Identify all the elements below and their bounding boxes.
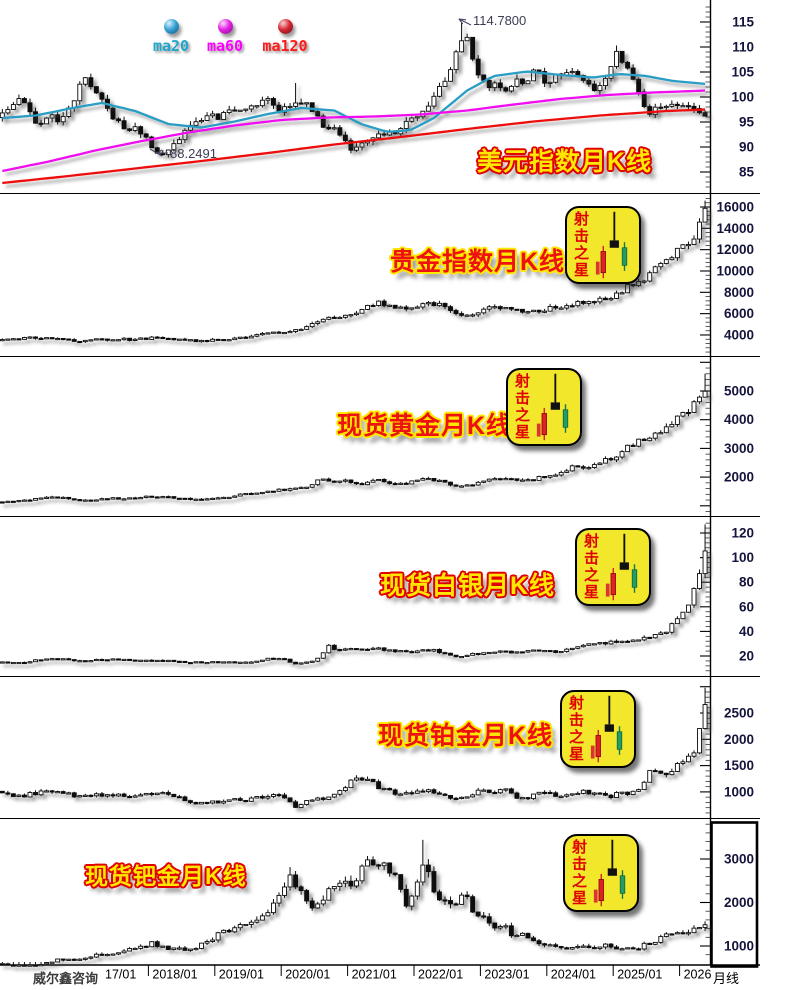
x-tick-label: 2022/01: [418, 968, 463, 982]
panel-4-y-axis: 120 100 80 60 40 20: [700, 522, 754, 672]
y-tick-label: 95: [739, 115, 755, 130]
shooting-star-candle-icon: [593, 839, 626, 907]
y-tick-label: 85: [739, 165, 755, 180]
panel-1-candles: [0, 23, 708, 158]
y-tick-label: 3000: [724, 852, 754, 867]
gold-title: 现货黄金月K线: [337, 412, 513, 440]
panel-6-y-axis: 3000 2000 1000: [700, 823, 754, 956]
trough-annotation-arrow: [149, 148, 168, 157]
x-tick-label: 2020/01: [285, 968, 330, 982]
y-tick-label: 60: [739, 599, 754, 614]
shooting-star-label: 射击之星: [572, 211, 589, 279]
axis-frame: [0, 0, 760, 966]
y-tick-label: 40: [739, 624, 754, 639]
ma60-line: [2, 89, 706, 173]
x-tick-label: 2024/01: [551, 968, 596, 982]
shooting-star-candle-icon: [590, 695, 623, 763]
y-tick-label: 100: [731, 550, 754, 565]
y-tick-label: 4000: [724, 327, 754, 342]
watermark: 威尔鑫咨询: [33, 971, 99, 986]
y-tick-label: 2000: [724, 895, 754, 910]
y-tick-label: 115: [732, 15, 754, 30]
y-tick-label: 8000: [724, 285, 754, 300]
shooting-star-label: 射击之星: [582, 533, 599, 601]
shooting-star-label: 射击之星: [567, 695, 584, 763]
y-tick-label: 90: [739, 140, 754, 155]
y-tick-label: 2000: [724, 470, 754, 485]
y-tick-label: 14000: [716, 221, 754, 236]
trough-value-annotation: 88.2491: [170, 146, 217, 161]
shooting-star-label: 射击之星: [513, 373, 530, 441]
x-axis-labels: 17/01 2018/01 2019/01 2020/01 2021/01 2022/01…: [105, 965, 711, 982]
shooting-star-label: 射击之星: [570, 839, 587, 907]
x-tick-label: 2025/01: [617, 968, 662, 982]
panel-5-y-axis: 2500 2000 1500 1000: [700, 686, 754, 814]
panel-5-candles: [0, 687, 708, 808]
y-tick-label: 1500: [724, 758, 754, 773]
panel-2-candles: [0, 200, 708, 344]
y-tick-label: 120: [731, 526, 754, 541]
shooting-star-badge: 射击之星: [563, 834, 639, 912]
y-tick-label: 100: [731, 90, 754, 105]
usd-index-title: 美元指数月K线: [477, 148, 653, 176]
y-tick-label: 1000: [724, 784, 754, 799]
y-tick-label: 105: [731, 65, 754, 80]
ma60-label: ma60: [206, 37, 244, 55]
x-tick-label: 2019/01: [219, 968, 264, 982]
ma20-label: ma20: [152, 37, 190, 55]
palladium-axis-box: [710, 821, 759, 968]
ma60-legend-item: ma60: [203, 19, 247, 55]
y-tick-label: 2000: [724, 732, 754, 747]
y-tick-label: 3000: [724, 441, 754, 456]
y-tick-label: 80: [739, 575, 754, 590]
y-tick-label: 6000: [724, 306, 754, 321]
x-tick-label: 2018/01: [152, 968, 197, 982]
ma20-line: [2, 70, 706, 133]
panel-2-y-axis: 16000 14000 12000 10000 8000 6000 4000: [700, 198, 754, 353]
ma120-legend-item: ma120: [257, 19, 313, 55]
shooting-star-candle-icon: [595, 211, 628, 279]
shooting-star-candle-icon: [536, 373, 569, 441]
y-tick-label: 2500: [724, 706, 754, 721]
x-tick-label: 2023/01: [484, 968, 529, 982]
metal-index-title: 贵金指数月K线: [390, 248, 566, 276]
x-tick-label: 2021/01: [352, 968, 397, 982]
shooting-star-badge: 射击之星: [565, 206, 641, 284]
platinum-title: 现货铂金月K线: [378, 722, 554, 750]
y-tick-label: 5000: [724, 384, 754, 399]
ma20-legend-item: ma20: [149, 19, 193, 55]
y-tick-label: 1000: [724, 939, 754, 954]
palladium-title: 现货钯金月K线: [85, 863, 247, 889]
panel-1-y-axis: 115 110 105 100 95 90 85: [700, 6, 755, 188]
shooting-star-badge: 射击之星: [560, 690, 636, 768]
panel-4-candles: [0, 524, 708, 665]
y-tick-label: 110: [732, 40, 754, 55]
peak-annotation-arrow: [458, 18, 472, 26]
silver-title: 现货白银月K线: [380, 572, 556, 600]
panel-3-y-axis: 5000 4000 3000 2000: [700, 361, 754, 512]
peak-value-annotation: 114.7800: [473, 13, 527, 28]
ma120-sphere-icon: [277, 19, 293, 34]
ma60-sphere-icon: [217, 19, 233, 34]
y-tick-label: 20: [739, 649, 754, 664]
x-axis-period-label: 月线: [713, 971, 740, 986]
ma120-line: [2, 108, 706, 185]
x-tick-label: 2026: [684, 968, 712, 982]
ma-legend: ma20 ma60 ma120: [149, 19, 313, 55]
shooting-star-badge: 射击之星: [506, 368, 582, 446]
panel-3-candles: [0, 373, 708, 504]
panel-1-ma-lines: [2, 70, 706, 185]
shooting-star-badge: 射击之星: [575, 528, 651, 606]
shooting-star-candle-icon: [605, 533, 638, 601]
y-tick-label: 12000: [716, 242, 754, 257]
y-tick-label: 16000: [716, 200, 754, 215]
panel-6-candles: [0, 839, 708, 967]
ma120-label: ma120: [262, 37, 308, 55]
x-tick-label: 17/01: [105, 968, 136, 982]
y-tick-label: 4000: [724, 412, 754, 427]
ma20-sphere-icon: [163, 19, 179, 34]
y-tick-label: 10000: [716, 263, 754, 278]
